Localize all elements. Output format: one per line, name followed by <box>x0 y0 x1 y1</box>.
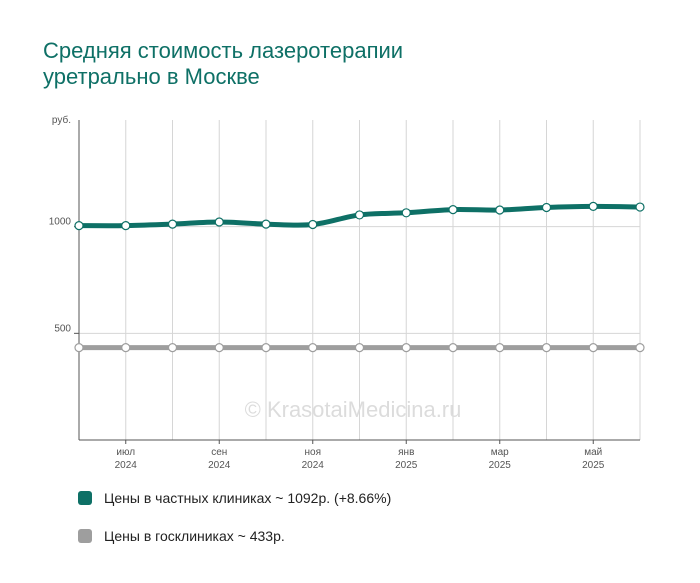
series-private <box>74 201 645 231</box>
x-tick-label-year: 2024 <box>115 460 138 471</box>
data-point <box>214 343 224 353</box>
grid <box>79 120 641 440</box>
legend-item-private[interactable]: Цены в частных клиниках ~ 1092р. (+8.66%… <box>78 488 391 508</box>
x-tick-label-month: июл <box>116 447 135 458</box>
data-point <box>495 205 505 215</box>
series-layer <box>74 201 645 353</box>
axes: 500 1000 руб. июл 2024 сен 2024 ноя 2024 янв 2025 м… <box>49 114 640 471</box>
x-tick-label-month: ноя <box>305 447 322 458</box>
x-tick-label-month: май <box>584 447 602 458</box>
legend-swatch-public <box>78 529 92 543</box>
data-point <box>261 343 271 353</box>
legend-label-public: Цены в госклиниках ~ 433р. <box>104 528 285 544</box>
y-tick-label: 1000 <box>49 217 72 228</box>
data-point <box>635 343 645 353</box>
data-point <box>541 202 552 213</box>
data-point <box>448 343 458 353</box>
data-point <box>635 202 645 212</box>
legend-swatch-private <box>78 491 92 505</box>
data-point <box>308 343 318 353</box>
data-point <box>121 343 131 353</box>
series-public <box>74 343 645 353</box>
data-point <box>588 343 598 353</box>
data-point <box>167 219 178 229</box>
data-point <box>214 217 224 227</box>
data-point <box>401 343 411 353</box>
x-tick-label-year: 2024 <box>302 460 325 471</box>
legend: Цены в частных клиниках ~ 1092р. (+8.66%… <box>78 488 391 564</box>
data-point <box>354 343 365 353</box>
data-point <box>495 343 505 353</box>
data-point <box>167 343 178 353</box>
data-point <box>448 205 458 215</box>
legend-item-public[interactable]: Цены в госклиниках ~ 433р. <box>78 526 391 546</box>
data-point <box>588 201 598 211</box>
chart-title-line-1: Средняя стоимость лазеротерапии <box>43 38 404 63</box>
legend-label-private: Цены в частных клиниках ~ 1092р. (+8.66%… <box>104 490 392 506</box>
data-point <box>261 219 271 229</box>
x-tick-label-month: янв <box>398 447 414 458</box>
x-tick-label-month: мар <box>491 447 509 458</box>
x-tick-label-year: 2024 <box>208 460 231 471</box>
y-tick-label: 500 <box>54 323 71 334</box>
x-tick-label-year: 2025 <box>489 460 512 471</box>
y-axis-unit-label: руб. <box>52 114 71 126</box>
data-point <box>121 221 131 231</box>
data-point <box>401 208 411 218</box>
data-point <box>541 343 552 353</box>
x-tick-label-month: сен <box>211 447 227 458</box>
chart-title-line-2: уретрально в Москве <box>43 64 260 89</box>
chart-title: Средняя стоимость лазеротерапии уретраль… <box>43 38 643 90</box>
x-tick-label-year: 2025 <box>582 460 605 471</box>
data-point <box>308 219 318 230</box>
data-point <box>74 221 84 231</box>
watermark: © KrasotaiMedicina.ru <box>245 397 462 422</box>
x-tick-label-year: 2025 <box>395 460 418 471</box>
data-point <box>354 210 365 220</box>
data-point <box>74 343 84 353</box>
